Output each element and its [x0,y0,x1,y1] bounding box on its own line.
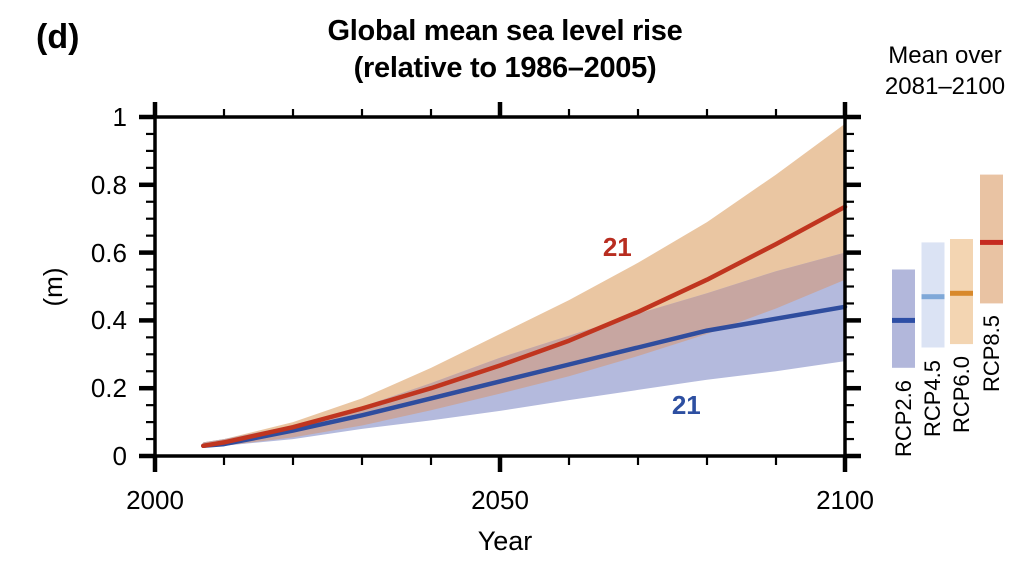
model-count-annotation-2: 21 [671,390,701,421]
legend-bar-mean-rcp2.6 [892,317,915,323]
legend-bar-label-rcp6.0: RCP6.0 [948,356,974,434]
legend-bar-mean-rcp4.5 [921,294,945,300]
rcp85-mean-line [201,204,848,449]
y-tick-label: 0.6 [90,237,127,268]
legend-bar-label-rcp2.6: RCP2.6 [890,379,916,457]
y-axis-label: (m) [38,267,68,307]
panel-label: (d) [36,18,80,56]
y-tick-label: 0.8 [90,169,127,200]
y-tick-label: 0 [112,441,127,471]
rcp26-mean-line [201,304,848,449]
legend-bar-rcp8.5 [980,174,1003,304]
legend-bar-label-rcp8.5: RCP8.5 [978,315,1004,393]
x-tick-label: 2050 [471,485,529,515]
chart-title-line1: Global mean sea level rise [327,15,683,47]
plot-frame [153,115,847,458]
model-count-annotation-1: 21 [602,231,632,262]
chart-title-line2: (relative to 1986–2005) [353,52,657,84]
x-tick-label: 2100 [816,485,874,515]
legend-heading-line2: 2081–2100 [884,73,1006,100]
chart-title: Global mean sea level rise (relative to … [160,13,850,87]
legend-bar-mean-rcp8.5 [980,239,1003,245]
legend-bar-mean-rcp6.0 [950,290,973,296]
legend-bar-label-rcp4.5: RCP4.5 [920,359,945,437]
y-tick-label: 1 [112,102,127,132]
y-tick-label: 0.2 [90,373,127,404]
x-tick-label: 2000 [126,485,184,515]
band-overlap-region [203,252,846,448]
x-axis-label: Year [477,526,533,556]
legend-heading-line1: Mean over [888,42,1002,69]
legend-heading: Mean over 2081–2100 [862,40,1028,102]
y-tick-label: 0.4 [90,305,127,336]
